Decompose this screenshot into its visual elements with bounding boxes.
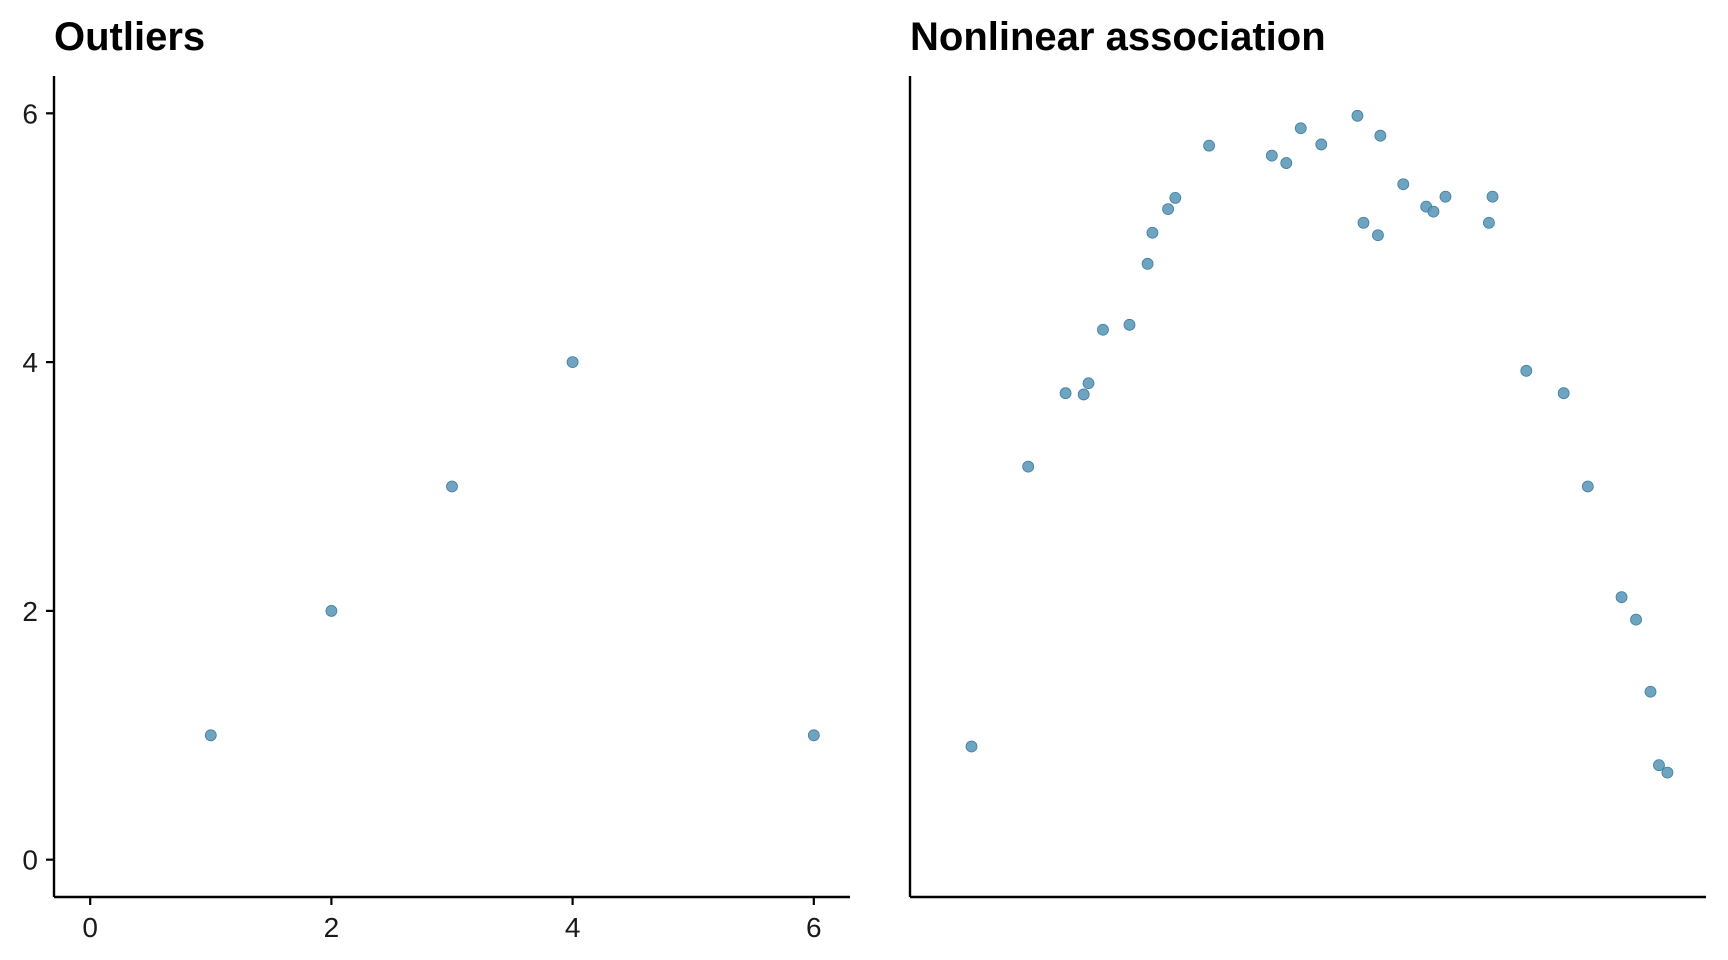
- scatter-point: [1661, 766, 1674, 779]
- nonlinear-axes: [908, 76, 1706, 899]
- scatter-point: [1644, 685, 1657, 698]
- scatter-point: [1520, 364, 1533, 377]
- outliers-axes: [52, 76, 850, 899]
- scatter-point: [1203, 139, 1216, 152]
- y-tick-label: 2: [22, 596, 38, 627]
- scatter-point: [1351, 109, 1364, 122]
- scatter-point: [1581, 480, 1594, 493]
- scatter-point: [1397, 178, 1410, 191]
- x-tick-label: 6: [806, 912, 822, 943]
- scatter-point: [1557, 387, 1570, 400]
- scatter-point: [807, 729, 820, 742]
- x-tick-label: 0: [82, 912, 98, 943]
- outliers-ticks: 0 2 4 6 0 2 4 6: [22, 98, 821, 943]
- nonlinear-association-panel: Nonlinear association: [908, 15, 1706, 899]
- scatter-point: [1439, 190, 1452, 203]
- scatter-point: [1082, 377, 1095, 390]
- scatter-point: [1374, 129, 1387, 142]
- scatter-point: [325, 604, 338, 617]
- panel-title: Outliers: [54, 15, 205, 59]
- scatter-point: [1315, 138, 1328, 151]
- scatter-point: [1294, 122, 1307, 135]
- scatter-point: [1097, 323, 1109, 336]
- scatter-point: [1162, 203, 1174, 216]
- outliers-points: [204, 356, 820, 742]
- nonlinear-points: [965, 109, 1674, 779]
- scatter-point: [1169, 192, 1182, 204]
- scatter-point: [1653, 759, 1665, 772]
- scatter-point: [446, 480, 458, 493]
- scatter-point: [1141, 257, 1154, 270]
- x-tick-label: 2: [324, 912, 340, 943]
- y-tick-label: 4: [22, 347, 38, 378]
- scatter-point: [1022, 460, 1035, 473]
- scatter-point: [1357, 216, 1370, 229]
- scatter-point: [1059, 387, 1072, 400]
- y-tick-label: 6: [22, 98, 38, 129]
- scatter-point: [1280, 157, 1293, 169]
- scatter-point: [1123, 318, 1136, 331]
- outliers-panel: Outliers 0 2 4 6 0 2 4 6: [22, 15, 850, 943]
- x-tick-label: 4: [565, 912, 581, 943]
- scatter-point: [1483, 216, 1495, 229]
- panel-title: Nonlinear association: [910, 15, 1326, 59]
- scatter-point: [1630, 613, 1642, 626]
- scatter-point: [204, 729, 217, 742]
- scatter-point: [1486, 190, 1499, 203]
- scatter-point: [1427, 205, 1440, 218]
- scatter-point: [1265, 149, 1278, 162]
- y-tick-label: 0: [22, 845, 38, 876]
- scatter-point: [965, 740, 978, 753]
- scatter-point: [566, 356, 579, 369]
- scatter-point: [1077, 388, 1090, 401]
- scatter-point: [1146, 226, 1159, 239]
- scatter-point: [1372, 229, 1384, 242]
- scatter-point: [1615, 591, 1628, 604]
